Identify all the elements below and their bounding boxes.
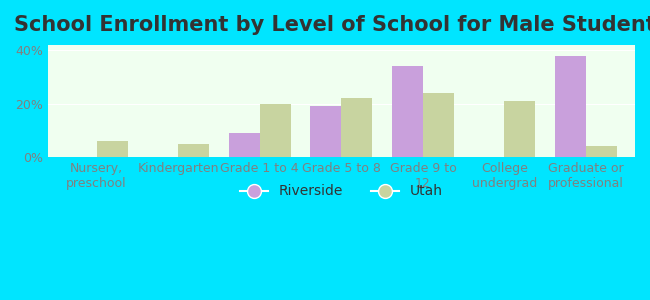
- Legend: Riverside, Utah: Riverside, Utah: [235, 179, 448, 204]
- Bar: [504, 101, 536, 157]
- Bar: [260, 103, 291, 157]
- Bar: [341, 98, 372, 157]
- Bar: [392, 66, 423, 157]
- Title: School Enrollment by Level of School for Male Students: School Enrollment by Level of School for…: [14, 15, 650, 35]
- Bar: [97, 141, 127, 157]
- Bar: [586, 146, 617, 157]
- Bar: [178, 144, 209, 157]
- Bar: [555, 56, 586, 157]
- Bar: [229, 133, 260, 157]
- Bar: [310, 106, 341, 157]
- Bar: [423, 93, 454, 157]
